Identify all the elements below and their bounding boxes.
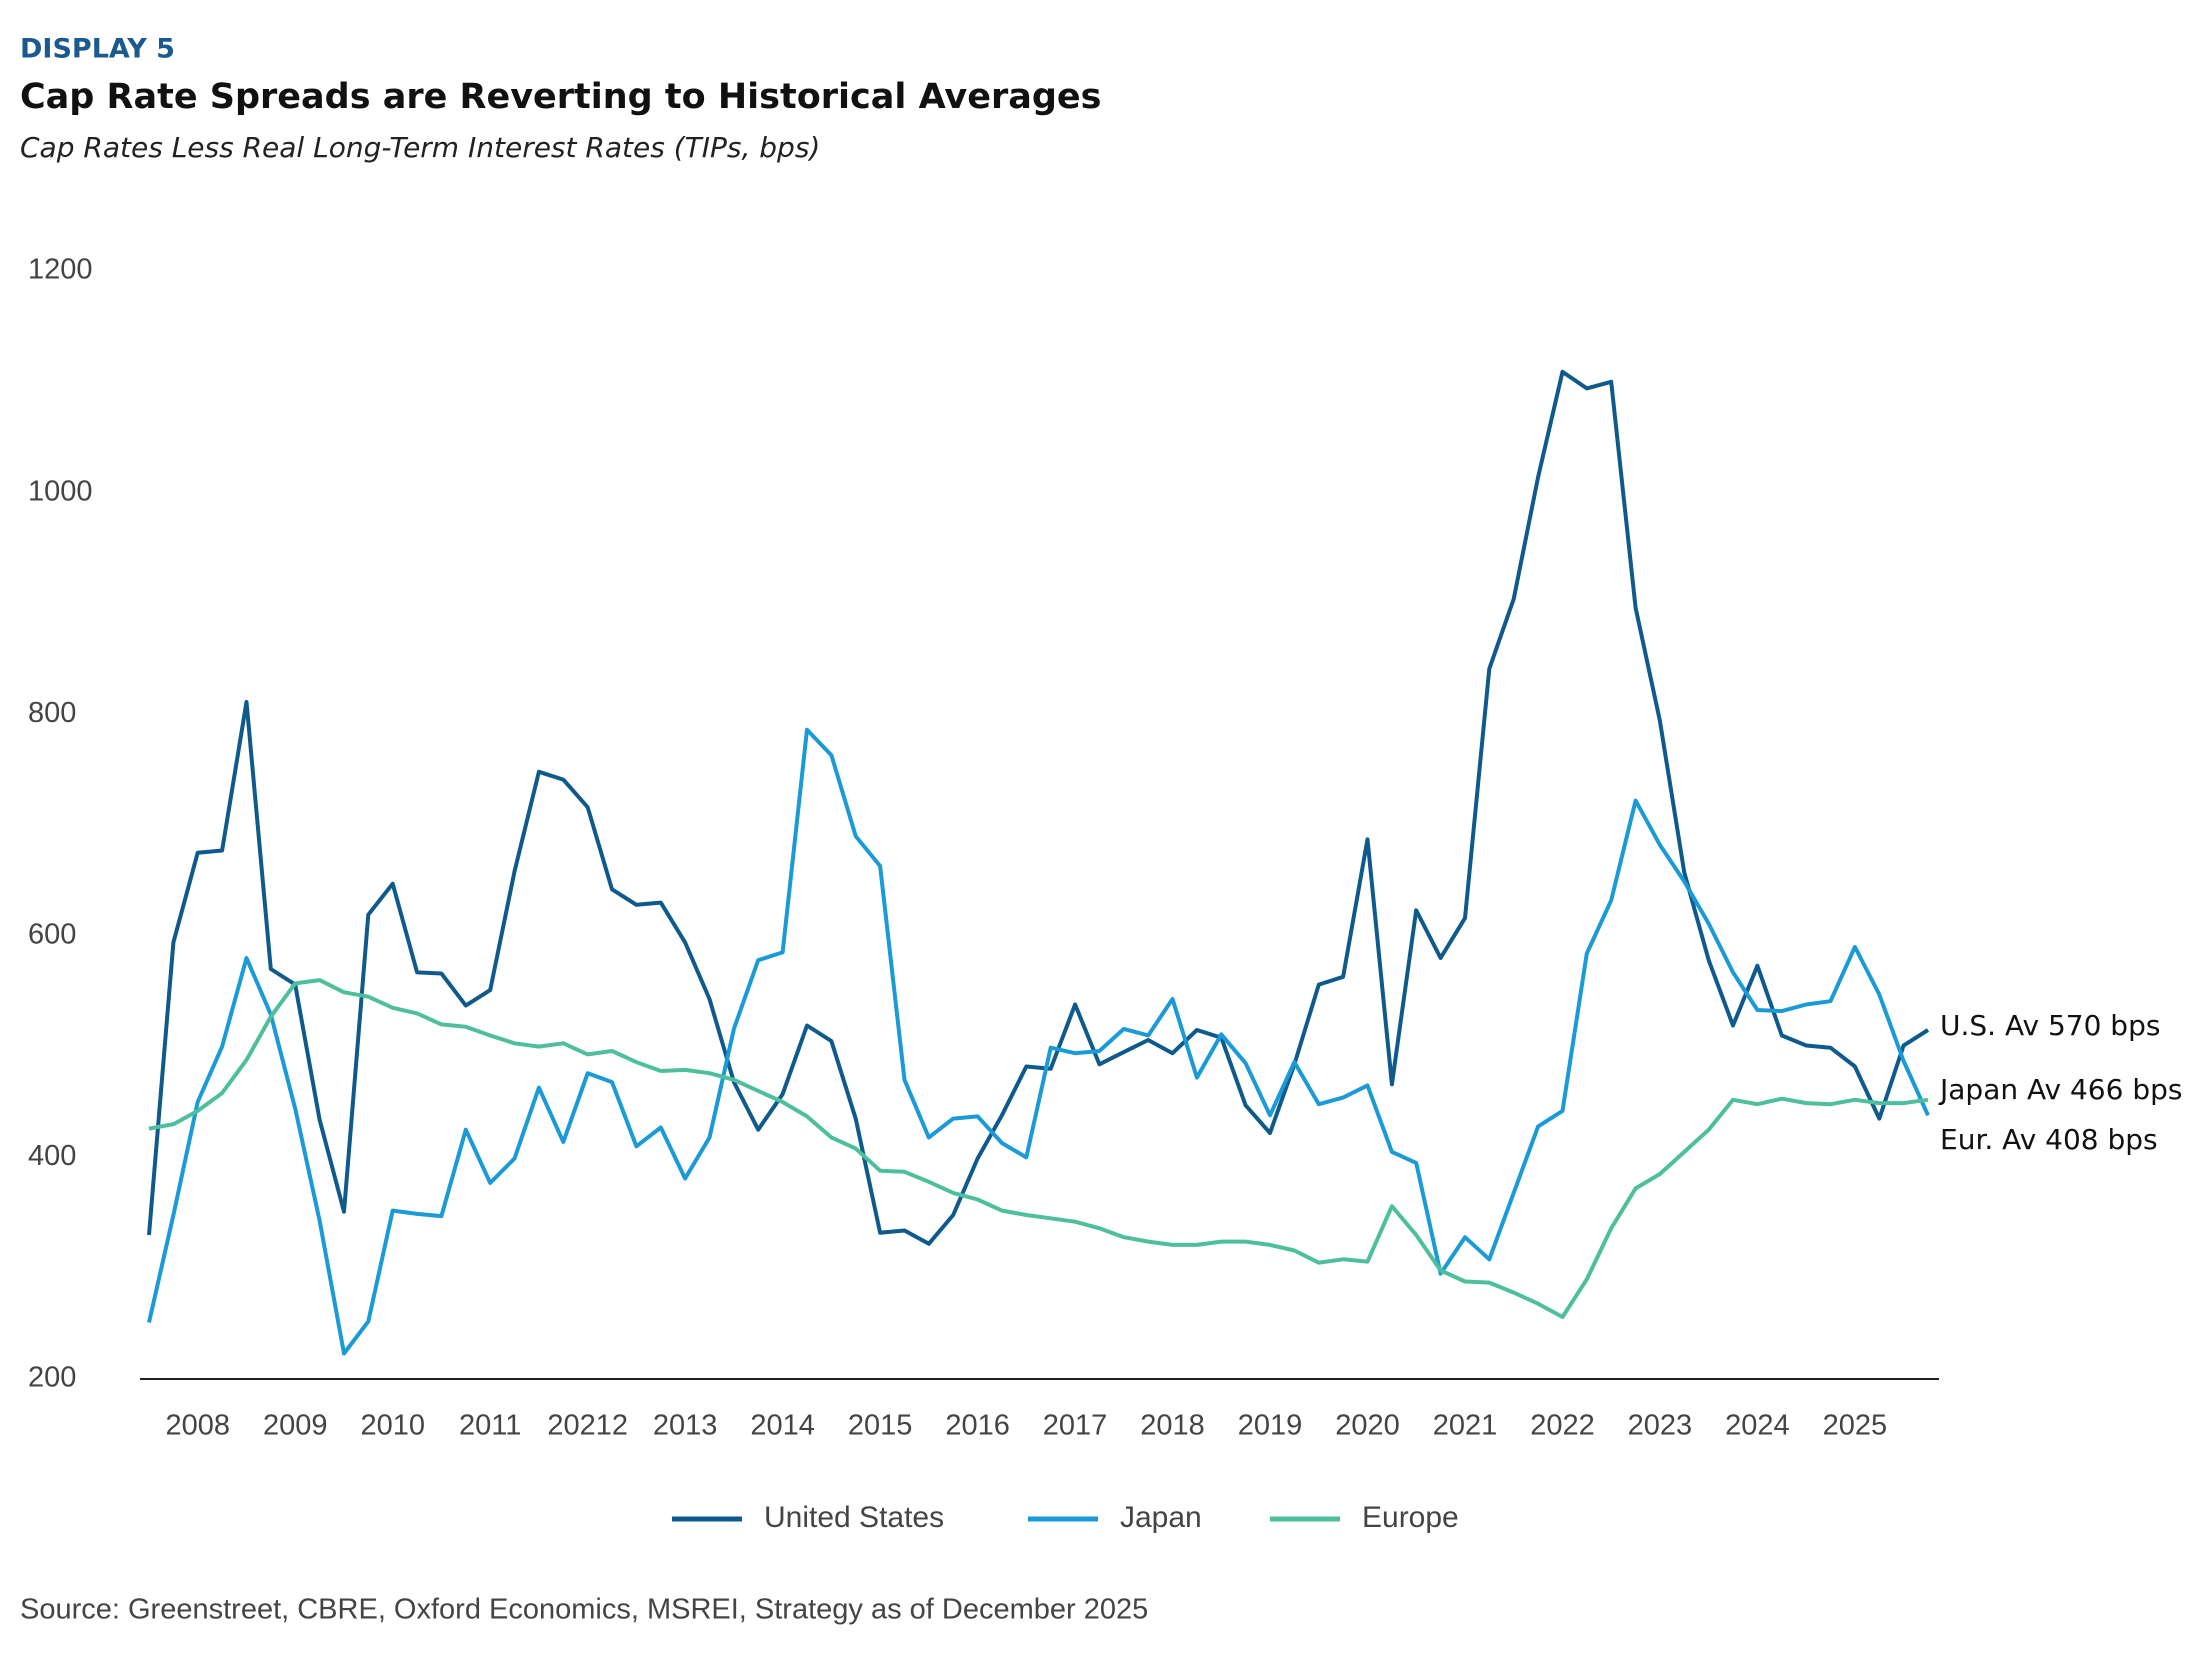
- y-tick-label: 1200: [28, 254, 93, 286]
- x-tick-label: 2022: [1530, 1410, 1595, 1442]
- x-tick-label: 2010: [360, 1410, 425, 1442]
- chart-title: Cap Rate Spreads are Reverting to Histor…: [20, 77, 1101, 117]
- series-line: [147, 369, 1930, 1246]
- x-tick-label: 2008: [165, 1410, 230, 1442]
- x-tick-label: 2017: [1043, 1410, 1108, 1442]
- x-tick-label: 2025: [1823, 1410, 1888, 1442]
- x-tick-label: 2021: [1433, 1410, 1498, 1442]
- x-tick-label: 2013: [653, 1410, 718, 1442]
- x-tick-label: 2020: [1335, 1410, 1400, 1442]
- x-tick-label: 2016: [945, 1410, 1010, 1442]
- x-tick-label: 2023: [1628, 1410, 1693, 1442]
- y-tick-label: 200: [28, 1362, 76, 1394]
- legend-label: United States: [764, 1501, 944, 1534]
- x-tick-label: 2014: [750, 1410, 815, 1442]
- annotation: U.S. Av 570 bps: [1940, 1009, 2160, 1042]
- annotation: Japan Av 466 bps: [1938, 1073, 2182, 1106]
- y-tick-label: 400: [28, 1140, 76, 1172]
- legend-label: Europe: [1362, 1501, 1459, 1534]
- x-tick-label: 2024: [1725, 1410, 1790, 1442]
- x-tick-label: 2009: [263, 1410, 328, 1442]
- display-label: DISPLAY 5: [20, 34, 175, 65]
- y-tick-label: 600: [28, 918, 76, 950]
- y-tick-label: 800: [28, 697, 76, 729]
- source-note: Source: Greenstreet, CBRE, Oxford Econom…: [20, 1594, 1148, 1626]
- x-tick-label: 20212: [547, 1410, 628, 1442]
- y-tick-label: 1000: [28, 475, 93, 507]
- legend-label: Japan: [1120, 1501, 1202, 1534]
- x-tick-label: 2018: [1140, 1410, 1205, 1442]
- series-line: [148, 978, 1929, 1319]
- chart-subtitle: Cap Rates Less Real Long-Term Interest R…: [20, 131, 820, 164]
- x-tick-label: 2011: [459, 1410, 521, 1442]
- annotation: Eur. Av 408 bps: [1940, 1123, 2158, 1156]
- x-tick-label: 2019: [1238, 1410, 1303, 1442]
- series-line: [147, 727, 1930, 1356]
- x-tick-label: 2015: [848, 1410, 913, 1442]
